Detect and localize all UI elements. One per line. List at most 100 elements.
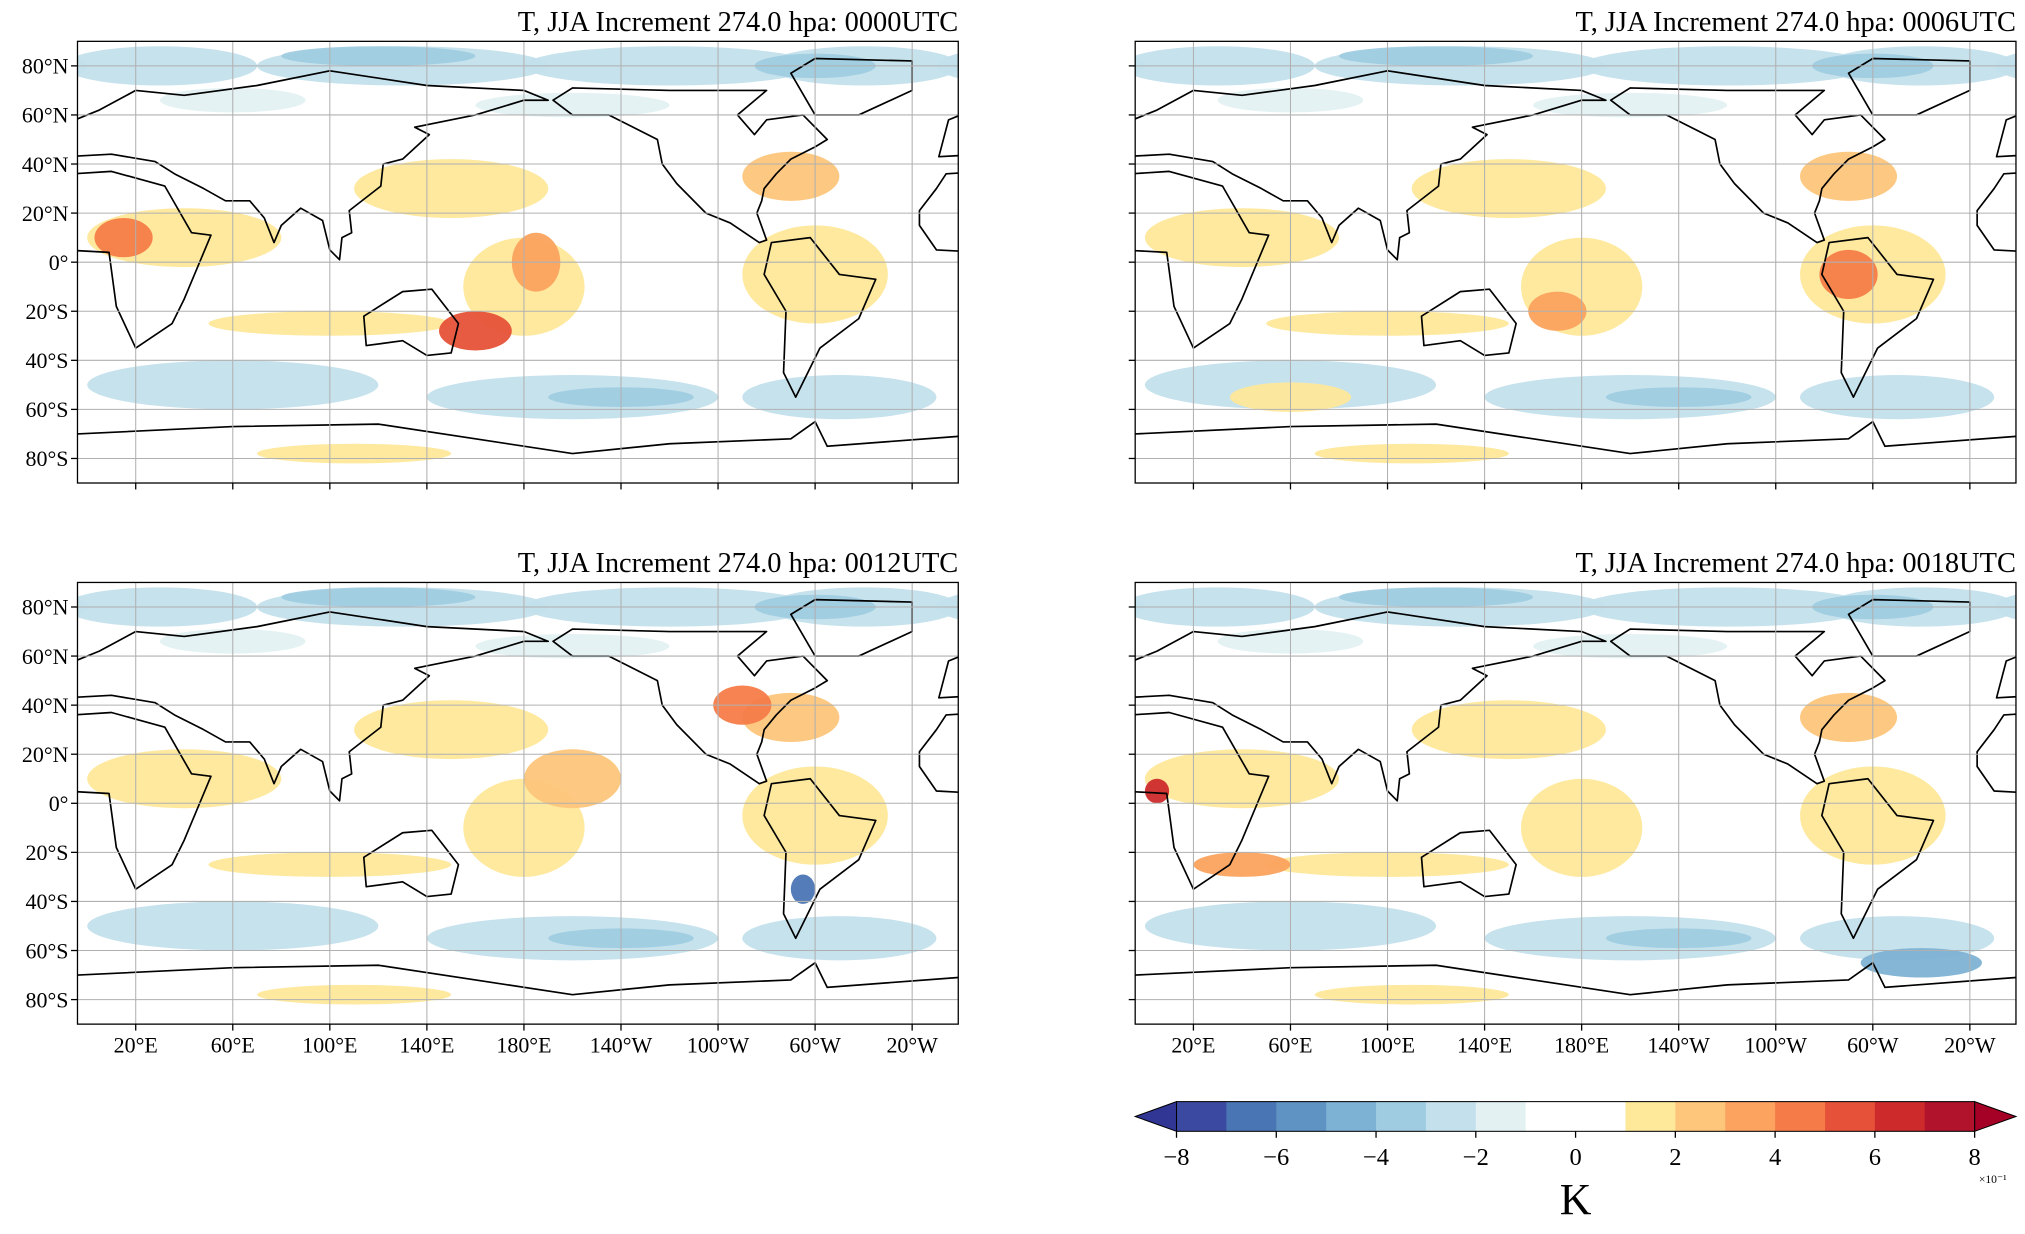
field-contour <box>1533 92 1728 118</box>
field-contour <box>1800 375 1995 420</box>
colorbar-extend <box>1133 1100 1178 1133</box>
y-tick-label: 20°N <box>22 742 69 767</box>
colorbar-bin <box>1475 1101 1527 1132</box>
colorbar-unit: K <box>1560 1176 1592 1224</box>
y-tick-label: 20°N <box>22 201 69 226</box>
x-tick-label: 140°W <box>1647 1033 1710 1058</box>
coastline <box>918 172 959 252</box>
field-contour <box>936 594 959 620</box>
field-contour <box>0 225 14 323</box>
y-tick-label: 60°S <box>26 397 69 422</box>
field-contour <box>94 218 153 258</box>
y-tick-label: 40°N <box>22 693 69 718</box>
x-tick-label: 140°W <box>590 1033 653 1058</box>
coastline <box>1135 711 1270 891</box>
x-tick-label: 100°E <box>302 1033 357 1058</box>
field-contour <box>961 208 1155 267</box>
map-frame <box>1134 40 2017 484</box>
y-tick-label: 0° <box>49 791 69 816</box>
colorbar-bin <box>1675 1101 1726 1132</box>
colorbar-bin <box>1276 1101 1327 1132</box>
colorbar-bin <box>1376 1101 1427 1132</box>
coastline <box>1976 713 2016 794</box>
colorbar-tick-label: 0 <box>1569 1144 1581 1171</box>
field-contour <box>1314 443 1509 464</box>
map-frame <box>1134 581 2017 1025</box>
field-contour <box>1819 249 1878 299</box>
field-contour <box>281 46 476 66</box>
field-contour <box>87 749 282 809</box>
field-contour <box>742 916 937 961</box>
field-contour <box>968 218 1026 257</box>
panel-title: T, JJA Increment 274.0 hpa: 0018UTC <box>1575 548 2016 579</box>
colorbar-bin <box>1924 1101 1976 1132</box>
field-contour <box>1144 749 1340 809</box>
map-panel <box>1135 41 2025 484</box>
colorbar-tick-label: −4 <box>1363 1144 1389 1171</box>
field-contour <box>257 443 452 464</box>
field-contour <box>987 948 1108 977</box>
x-tick-label: 60°E <box>211 1033 255 1058</box>
colorbar-bin <box>1425 1101 1477 1132</box>
map-panel <box>987 582 2025 1025</box>
colorbar-bin <box>1775 1101 1826 1132</box>
colorbar-tick-label: −8 <box>1163 1144 1189 1171</box>
field-contour <box>790 874 816 904</box>
field-contour <box>475 633 670 659</box>
field-contour <box>1144 208 1340 268</box>
colorbar-tick-label: −2 <box>1463 1144 1489 1171</box>
x-tick-label: 140°E <box>399 1033 454 1058</box>
x-tick-label: 20°E <box>114 1033 158 1058</box>
coastline <box>77 711 212 891</box>
field-contour <box>1411 700 1606 760</box>
field-contour <box>354 159 549 219</box>
colorbar-multiplier: ×10⁻¹ <box>1979 1173 2007 1186</box>
field-contour <box>1193 852 1291 877</box>
colorbar-tick-label: −6 <box>1263 1144 1289 1171</box>
coastline <box>1135 170 1270 349</box>
field-contour <box>354 700 549 760</box>
coastline <box>1135 69 1607 261</box>
field-contour <box>1411 159 1606 219</box>
coastline <box>1420 829 1517 898</box>
coastline <box>77 170 212 349</box>
coastline <box>362 829 460 898</box>
map-frame <box>76 581 959 1025</box>
field-contour <box>523 749 621 809</box>
panel-title: T, JJA Increment 274.0 hpa: 0012UTC <box>518 548 958 579</box>
field-contour <box>257 984 452 1005</box>
colorbar-bin <box>1176 1101 1227 1132</box>
x-tick-label: 180°E <box>1554 1033 1609 1058</box>
colorbar-bin <box>1326 1101 1377 1132</box>
colorbar-tick-label: 8 <box>1969 1144 1981 1171</box>
x-tick-label: 20°W <box>886 1033 938 1058</box>
colorbar-bin <box>1525 1101 1626 1132</box>
colorbar-tick-label: 4 <box>1769 1144 1781 1171</box>
colorbar-extend <box>1974 1100 2018 1133</box>
colorbar-bin <box>1874 1101 1926 1132</box>
colorbar-tick-label: 2 <box>1669 1144 1681 1171</box>
field-contour <box>742 375 937 420</box>
field-contour <box>2018 208 2025 267</box>
field-contour <box>936 53 959 79</box>
field-contour <box>1533 633 1728 659</box>
field-contour <box>1339 46 1534 66</box>
coastline <box>918 713 959 794</box>
panel-title: T, JJA Increment 274.0 hpa: 0006UTC <box>1575 7 2016 38</box>
y-tick-label: 0° <box>49 250 69 275</box>
y-tick-label: 40°N <box>22 152 69 177</box>
colorbar-bin <box>1226 1101 1277 1132</box>
field-contour <box>2018 749 2025 808</box>
field-contour <box>0 766 14 864</box>
x-tick-label: 20°E <box>1171 1033 1215 1058</box>
field-contour <box>961 749 1155 808</box>
coastline <box>1420 288 1517 357</box>
panel-title: T, JJA Increment 274.0 hpa: 0000UTC <box>518 7 958 38</box>
y-tick-label: 40°S <box>26 348 69 373</box>
field-contour <box>1135 57 1145 75</box>
x-tick-label: 60°E <box>1268 1033 1312 1058</box>
field-contour <box>1144 778 1170 804</box>
field-contour <box>281 587 476 607</box>
field-contour <box>2018 360 2025 409</box>
y-tick-label: 60°N <box>22 103 69 128</box>
